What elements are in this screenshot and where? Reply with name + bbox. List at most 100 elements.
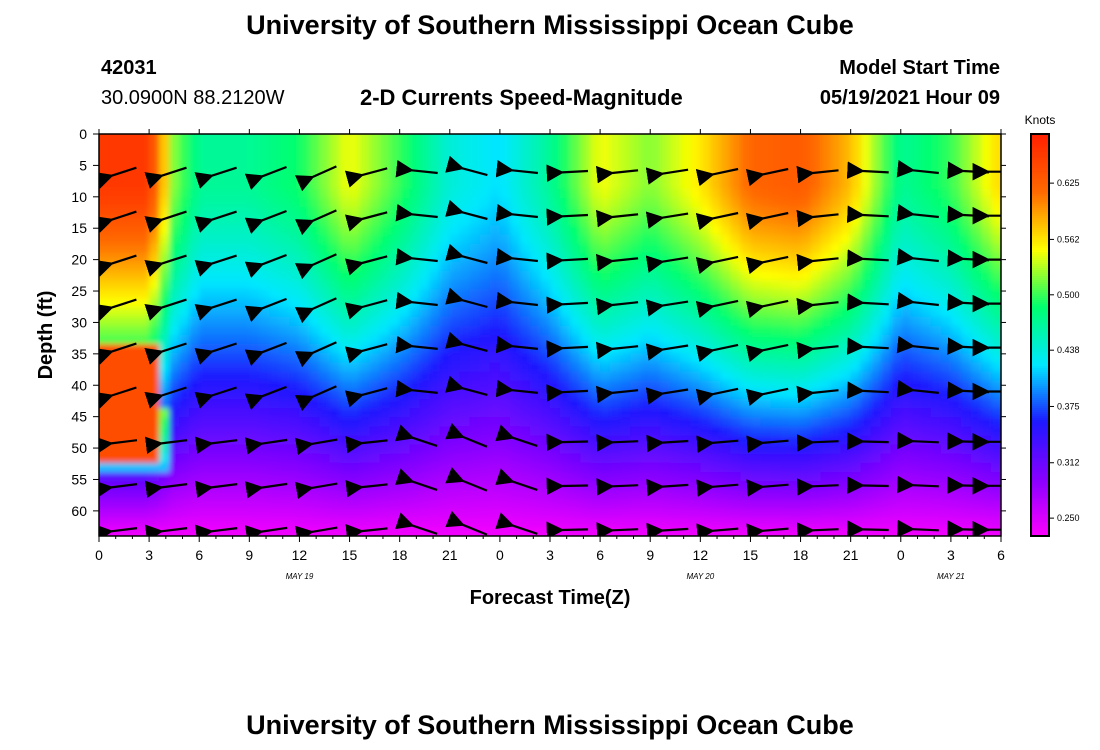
- field-cell: [970, 426, 982, 437]
- field-cell: [409, 389, 421, 400]
- field-cell: [409, 234, 421, 245]
- field-cell: [379, 234, 391, 245]
- field-cell: [820, 170, 832, 181]
- field-cell: [991, 179, 1001, 190]
- field-cell: [730, 198, 742, 209]
- field-cell: [429, 508, 441, 519]
- colorbar-cell: [1031, 330, 1049, 333]
- field-cell: [900, 243, 912, 254]
- field-cell: [279, 362, 291, 373]
- field-cell: [129, 289, 141, 300]
- colorbar-cell: [1031, 410, 1049, 413]
- field-cell: [850, 298, 862, 309]
- field-cell: [199, 490, 211, 501]
- field-cell: [299, 536, 310, 546]
- field-cell: [680, 344, 692, 355]
- field-cell: [439, 499, 451, 510]
- field-cell: [900, 325, 912, 336]
- field-cell: [720, 188, 732, 199]
- field-cell: [309, 161, 321, 172]
- current-vector: [546, 296, 589, 314]
- field-cell: [930, 252, 942, 263]
- field-cell: [820, 152, 832, 163]
- field-cell: [289, 325, 301, 336]
- field-cell: [419, 207, 431, 218]
- field-cell: [329, 216, 341, 227]
- field-cell: [409, 225, 421, 236]
- field-cell: [620, 389, 632, 400]
- field-cell: [439, 289, 451, 300]
- field-cell: [870, 289, 882, 300]
- field-cell: [439, 134, 451, 145]
- field-cell: [229, 280, 241, 291]
- field-cell: [620, 307, 632, 318]
- field-cell: [650, 325, 662, 336]
- field-cell: [730, 508, 742, 519]
- field-cell: [810, 188, 822, 199]
- field-cell: [500, 536, 511, 546]
- field-cell: [890, 298, 902, 309]
- current-vector: [195, 480, 238, 499]
- field-cell: [590, 198, 602, 209]
- field-cell: [459, 234, 471, 245]
- field-cell: [409, 362, 421, 373]
- field-cell: [219, 426, 231, 437]
- field-cell: [499, 389, 511, 400]
- current-vector: [595, 165, 639, 184]
- field-cell: [249, 536, 260, 546]
- field-cell: [129, 399, 141, 410]
- field-cell: [449, 380, 461, 391]
- field-cell: [730, 353, 742, 364]
- field-cell: [640, 380, 652, 391]
- field-cell: [981, 408, 992, 419]
- field-cell: [469, 179, 481, 190]
- field-cell: [469, 207, 481, 218]
- field-cell: [810, 179, 822, 190]
- field-cell: [129, 143, 141, 154]
- field-cell: [459, 417, 471, 428]
- current-vector: [645, 343, 689, 361]
- field-cell: [820, 243, 832, 254]
- current-vector: [897, 431, 939, 450]
- field-cell: [149, 499, 161, 510]
- field-cell: [289, 444, 301, 455]
- field-cell: [620, 152, 632, 163]
- field-cell: [329, 307, 341, 318]
- field-cell: [479, 380, 491, 391]
- field-cell: [279, 426, 291, 437]
- colorbar-cell: [1031, 246, 1049, 249]
- field-cell: [780, 399, 792, 410]
- field-cell: [209, 371, 221, 382]
- field-cell: [149, 280, 161, 291]
- field-cell: [530, 252, 541, 263]
- colorbar-cell: [1031, 252, 1049, 255]
- field-cell: [690, 536, 701, 546]
- field-cell: [169, 170, 181, 181]
- field-cell: [119, 152, 130, 163]
- field-cell: [259, 335, 271, 346]
- field-cell: [169, 417, 181, 428]
- field-cell: [660, 353, 672, 364]
- field-cell: [1001, 216, 1012, 226]
- field-cell: [790, 389, 802, 400]
- field-cell: [780, 234, 792, 245]
- field-cell: [159, 152, 171, 163]
- field-cell: [900, 462, 912, 473]
- field-cell: [139, 243, 151, 254]
- field-cell: [209, 216, 221, 227]
- field-cell: [740, 472, 752, 483]
- field-cell: [640, 325, 652, 336]
- colorbar-cell: [1031, 346, 1049, 349]
- field-cell: [169, 371, 181, 382]
- field-cell: [399, 188, 411, 199]
- field-cell: [189, 417, 201, 428]
- field-cell: [800, 216, 812, 227]
- field-cell: [850, 371, 862, 382]
- field-cell: [710, 261, 722, 272]
- field-cell: [509, 261, 521, 272]
- field-cell: [680, 134, 692, 145]
- field-cell: [981, 472, 992, 483]
- field-cell: [199, 198, 211, 209]
- field-cell: [239, 526, 251, 536]
- field-cell: [109, 499, 120, 510]
